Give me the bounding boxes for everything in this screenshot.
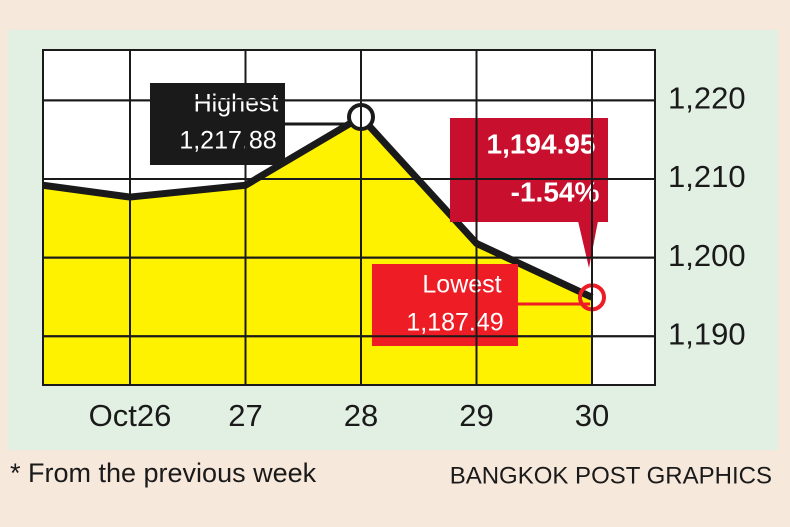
- lowest-value: 1,187.49: [406, 309, 503, 337]
- x-tick-label: 27: [228, 398, 262, 433]
- x-tick-label: 28: [344, 398, 378, 433]
- lowest-box: [372, 264, 518, 346]
- source: BANGKOK POST GRAPHICS: [450, 462, 772, 489]
- x-tick-label: 30: [575, 398, 609, 433]
- y-tick-label: 1,210: [668, 159, 746, 194]
- highest-value: 1,217.88: [179, 127, 276, 155]
- x-tick-label: 29: [459, 398, 493, 433]
- highest-box: [150, 83, 285, 165]
- close-value: 1,194.95: [487, 128, 596, 159]
- close-change: -1.54%: [511, 176, 600, 207]
- footnote: * From the previous week: [10, 458, 317, 488]
- y-tick-label: 1,190: [668, 316, 746, 351]
- plot-border: [42, 49, 656, 386]
- annotations: Highest 1,217.88 Lowest 1,187.49 1,194.9…: [150, 83, 608, 346]
- highest-label: Highest: [194, 90, 279, 118]
- lowest-label: Lowest: [422, 271, 501, 299]
- x-tick-label: Oct26: [89, 398, 172, 433]
- y-tick-label: 1,220: [668, 81, 746, 116]
- line: [42, 113, 594, 301]
- y-tick-label: 1,200: [668, 238, 746, 273]
